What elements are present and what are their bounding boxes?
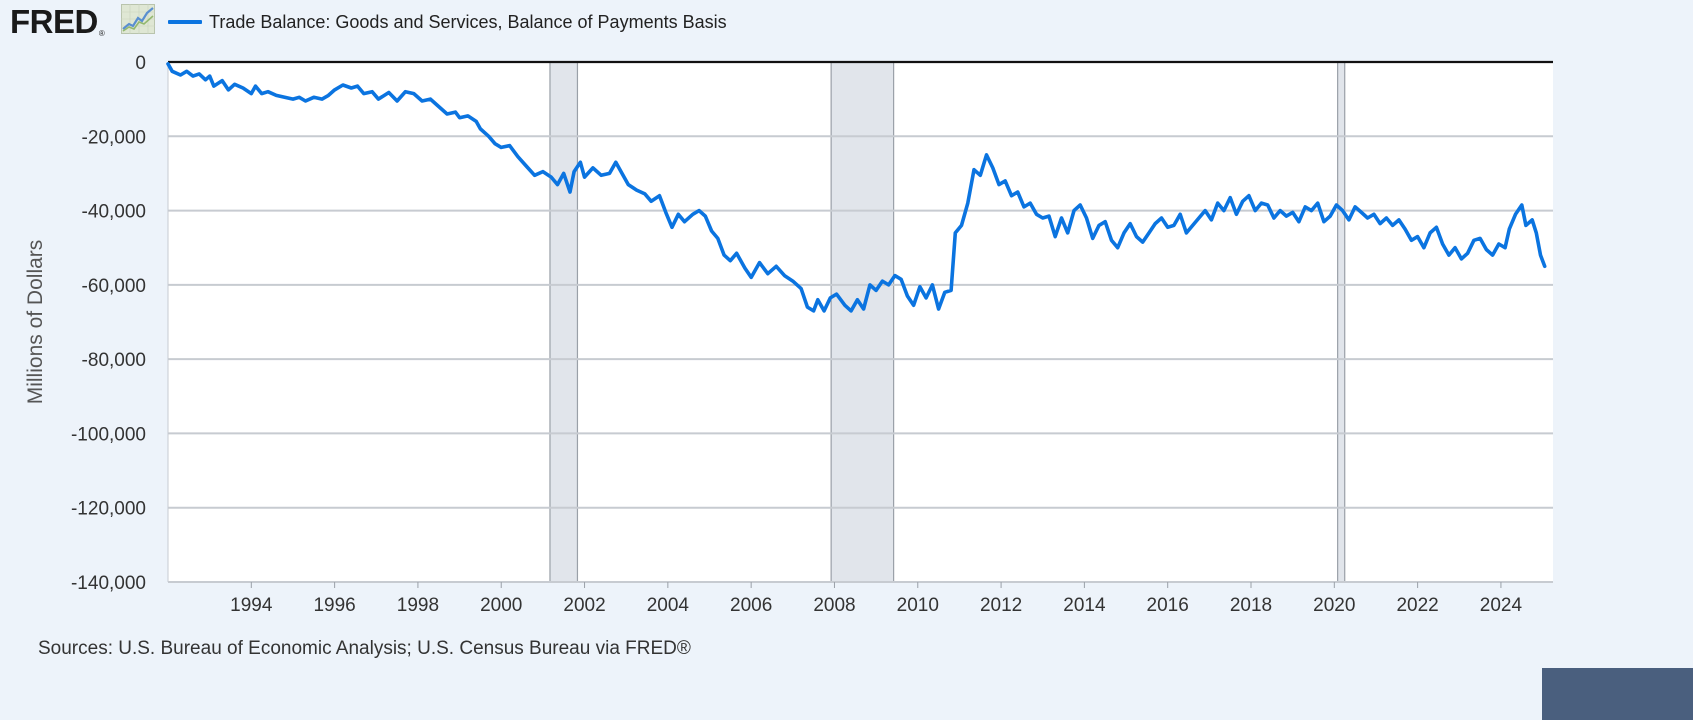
x-tick-label: 2010 — [897, 595, 939, 616]
fred-logo-text: FRED — [10, 3, 98, 40]
line-graph-icon — [121, 4, 155, 34]
y-tick-label: -80,000 — [82, 350, 146, 371]
x-tick-label: 2024 — [1480, 595, 1523, 616]
y-axis-tick-labels: 0 -20,000 -40,000 -60,000 -80,000 -100,000 -12… — [71, 53, 146, 594]
corner-panel[interactable] — [1542, 668, 1693, 720]
recession-band-2 — [1337, 62, 1345, 582]
y-tick-label: -120,000 — [71, 499, 146, 520]
legend-swatch — [168, 20, 202, 24]
y-tick-label: -60,000 — [82, 276, 146, 297]
x-tick-label: 2020 — [1313, 595, 1355, 616]
legend-label: Trade Balance: Goods and Services, Balan… — [209, 11, 727, 32]
y-tick-label: -40,000 — [82, 202, 146, 223]
registered-mark: ® — [98, 29, 105, 38]
recession-band-1 — [831, 62, 894, 582]
sources-footer: Sources: U.S. Bureau of Economic Analysi… — [38, 638, 691, 659]
y-tick-label: -100,000 — [71, 424, 146, 445]
x-tick-label: 2012 — [980, 595, 1022, 616]
y-tick-label: -140,000 — [71, 573, 146, 594]
x-tick-label: 2006 — [730, 595, 772, 616]
x-tick-label: 2008 — [813, 595, 855, 616]
x-tick-label: 2000 — [480, 595, 522, 616]
chart-header: FRED ® Trade Balance: Goods and Services… — [0, 0, 1693, 44]
x-tick-label: 1998 — [397, 595, 439, 616]
y-axis-title: Millions of Dollars — [24, 240, 47, 405]
recession-bands — [549, 62, 1346, 582]
x-tick-label: 1996 — [313, 595, 355, 616]
y-tick-label: -20,000 — [82, 127, 146, 148]
x-tick-label: 2004 — [647, 595, 690, 616]
series-line-0 — [166, 62, 1547, 313]
data-series — [166, 62, 1547, 313]
horizontal-gridlines — [167, 60, 1553, 583]
x-tick-label: 1994 — [230, 595, 273, 616]
chart-area[interactable]: 0 -20,000 -40,000 -60,000 -80,000 -100,000 -12… — [0, 0, 1693, 668]
fred-logo[interactable]: FRED ® — [10, 4, 105, 40]
x-tick-label: 2014 — [1063, 595, 1106, 616]
recession-band-0 — [549, 62, 578, 582]
chart-legend[interactable]: Trade Balance: Goods and Services, Balan… — [168, 11, 727, 33]
x-tick-label: 2002 — [563, 595, 605, 616]
y-tick-label: 0 — [135, 53, 146, 74]
x-axis-tick-labels: 1994 1996 1998 2000 2002 2004 2006 2008 2010 2012… — [230, 582, 1522, 616]
x-tick-label: 2018 — [1230, 595, 1272, 616]
x-tick-label: 2022 — [1396, 595, 1438, 616]
x-tick-label: 2016 — [1147, 595, 1189, 616]
